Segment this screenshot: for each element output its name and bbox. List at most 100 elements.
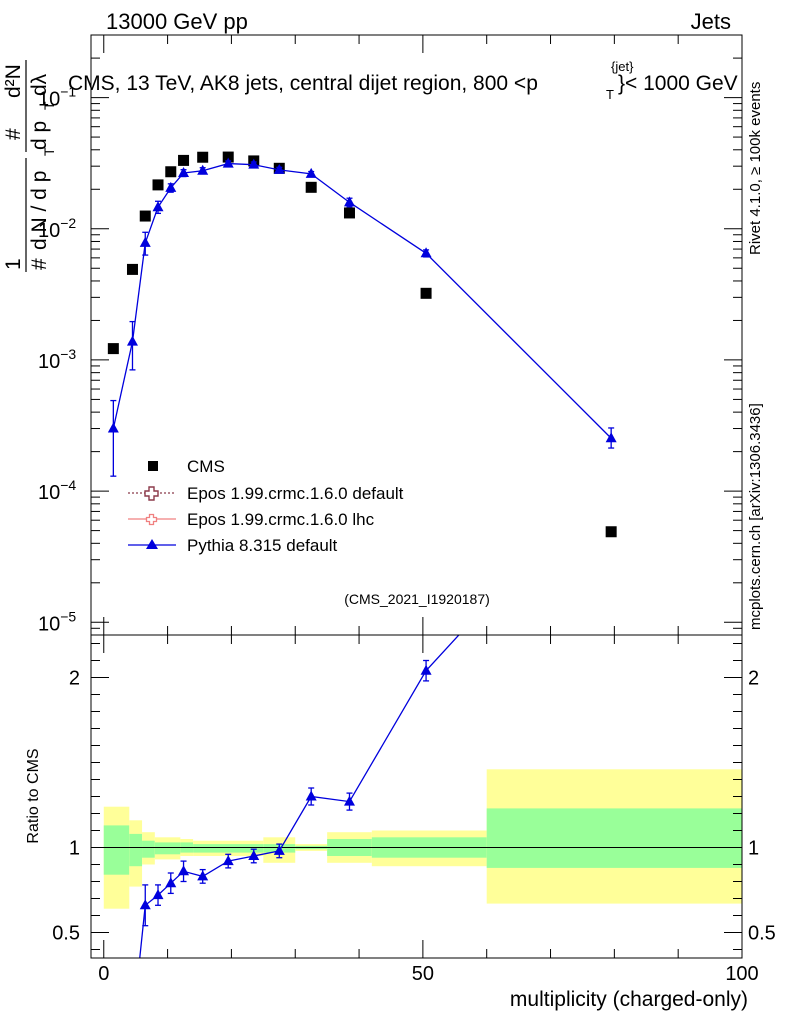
ratio-y-tick-label-left: 0.5 xyxy=(52,923,80,945)
header-right: Jets xyxy=(691,9,731,34)
ylabel-den: d N / d p xyxy=(28,171,51,250)
ratio-uncertainty-bands xyxy=(103,769,742,909)
ratio-pythia-point xyxy=(197,870,209,881)
pythia-data-point xyxy=(248,158,260,169)
cms-data-point xyxy=(197,151,209,163)
ratio-x-tick-labels: 0 50 100 xyxy=(98,963,758,985)
rivet-version-label: Rivet 4.1.0, ≥ 100k events xyxy=(747,82,764,255)
ratio-panel: 0.5 0.5 1 1 2 2 0 50 100 Ratio to CMS multiplic… xyxy=(25,634,776,1011)
x-axis-label: multiplicity (charged-only) xyxy=(510,988,748,1011)
ratio-inner-band xyxy=(129,833,143,867)
cms-data-point xyxy=(420,287,432,299)
cms-data-point xyxy=(165,166,177,178)
title-sup: {jet} xyxy=(611,59,634,74)
cms-data-point xyxy=(222,151,234,163)
ratio-inner-band xyxy=(154,842,181,855)
pythia-data-point xyxy=(343,196,355,207)
legend-marker-cms xyxy=(148,461,158,471)
ratio-pythia-point xyxy=(139,899,151,910)
cms-data-point xyxy=(126,263,138,275)
main-axis-ticks xyxy=(91,35,743,636)
ratio-frame xyxy=(90,634,743,959)
ylabel-num: d²N xyxy=(2,64,25,98)
ratio-pythia-point xyxy=(152,889,164,900)
analysis-watermark: (CMS_2021_I1920187) xyxy=(344,591,490,607)
ratio-x-tick-label: 100 xyxy=(725,963,758,985)
pythia-data-point xyxy=(222,157,234,168)
ratio-pythia-point xyxy=(248,850,260,860)
ratio-inner-band xyxy=(142,840,155,858)
ratio-y-tick-labels: 0.5 0.5 1 1 2 2 xyxy=(52,668,776,945)
pythia-data-point xyxy=(178,167,190,178)
main-title: CMS, 13 TeV, AK8 jets, central dijet reg… xyxy=(68,59,738,102)
ylabel-one: 1 xyxy=(2,258,25,270)
ratio-x-tick-label: 50 xyxy=(412,963,434,985)
ratio-series xyxy=(139,635,460,958)
legend-label-epos-lhc: Epos 1.99.crmc.1.6.0 lhc xyxy=(187,510,375,529)
cms-data-point xyxy=(107,343,119,355)
legend: CMS Epos 1.99.crmc.1.6.0 default Epos 1.… xyxy=(128,457,404,555)
legend-item-pythia: Pythia 8.315 default xyxy=(128,536,338,555)
legend-marker-epos-lhc xyxy=(145,513,158,526)
legend-item-cms: CMS xyxy=(148,457,225,476)
legend-item-epos-default: Epos 1.99.crmc.1.6.0 default xyxy=(128,484,404,503)
ratio-y-tick-label-left: 2 xyxy=(69,668,80,690)
cms-data-point xyxy=(343,207,355,219)
cms-data-point xyxy=(139,210,151,222)
pythia-data-point xyxy=(152,201,164,212)
pythia-data-point xyxy=(420,247,432,258)
pythia-data-point xyxy=(165,181,177,192)
pythia-line xyxy=(112,162,612,439)
pythia-data-point xyxy=(197,164,209,175)
ratio-y-tick-label-right: 2 xyxy=(748,668,759,690)
ratio-y-label: Ratio to CMS xyxy=(25,748,42,843)
main-y-tick-labels: 10−1 10−2 10−3 10−4 10−5 xyxy=(38,84,76,636)
legend-label-cms: CMS xyxy=(187,457,225,476)
pythia-data-point xyxy=(605,432,617,443)
cms-data-point xyxy=(152,179,164,191)
legend-item-epos-lhc: Epos 1.99.crmc.1.6.0 lhc xyxy=(128,510,375,529)
ratio-inner-band xyxy=(486,808,742,868)
header-left: 13000 GeV pp xyxy=(106,9,248,34)
main-y-tick-label: 10−2 xyxy=(38,215,76,242)
title-prefix: CMS, 13 TeV, AK8 jets, central dijet reg… xyxy=(68,72,538,95)
ylabel-den2-sub: T xyxy=(41,101,57,110)
ylabel-den2: d p xyxy=(28,121,51,150)
title-sub: T xyxy=(606,87,614,102)
mcplots-source-label: mcplots.cern.ch [arXiv:1306.3436] xyxy=(747,403,764,630)
pythia-data-point xyxy=(273,163,285,174)
ratio-y-tick-label-right: 0.5 xyxy=(748,923,776,945)
cms-data-point xyxy=(605,526,617,538)
main-panel: 10−1 10−2 10−3 10−4 10−5 CMS, 13 TeV, AK8 je… xyxy=(2,34,743,636)
pythia-data-point xyxy=(305,167,317,178)
ratio-y-tick-label-right: 1 xyxy=(748,838,759,860)
ratio-y-tick-label-left: 1 xyxy=(69,838,80,860)
ratio-inner-band xyxy=(193,844,264,853)
main-y-tick-label: 10−1 xyxy=(38,84,76,111)
ratio-pythia-point xyxy=(165,877,177,888)
ylabel-hash: # xyxy=(28,258,51,270)
ratio-pythia-point xyxy=(420,664,432,675)
legend-marker-pythia xyxy=(146,539,158,549)
cms-data-point xyxy=(178,154,190,166)
legend-label-pythia: Pythia 8.315 default xyxy=(187,536,338,555)
main-y-label: 1 # d N / d p T # d p T d²N dλ xyxy=(2,60,57,272)
pythia-data-point xyxy=(126,335,138,346)
ratio-pythia-point xyxy=(273,844,285,855)
ratio-pythia-point xyxy=(222,855,234,866)
ratio-pythia-point xyxy=(305,790,317,801)
main-series xyxy=(107,151,617,538)
legend-label-epos-default: Epos 1.99.crmc.1.6.0 default xyxy=(187,484,404,503)
pythia-data-point xyxy=(107,422,119,433)
ylabel-hash-2: # xyxy=(2,128,25,140)
ylabel-lambda: dλ xyxy=(28,73,51,96)
main-y-tick-label: 10−5 xyxy=(38,608,76,635)
main-y-tick-label: 10−4 xyxy=(38,477,76,504)
cms-data-point xyxy=(305,181,317,193)
ratio-inner-band xyxy=(103,825,130,875)
title-suffix: }< 1000 GeV xyxy=(618,72,738,95)
main-y-tick-label: 10−3 xyxy=(38,346,76,373)
ratio-pythia-point xyxy=(343,795,355,806)
ratio-x-tick-label: 0 xyxy=(98,963,109,985)
